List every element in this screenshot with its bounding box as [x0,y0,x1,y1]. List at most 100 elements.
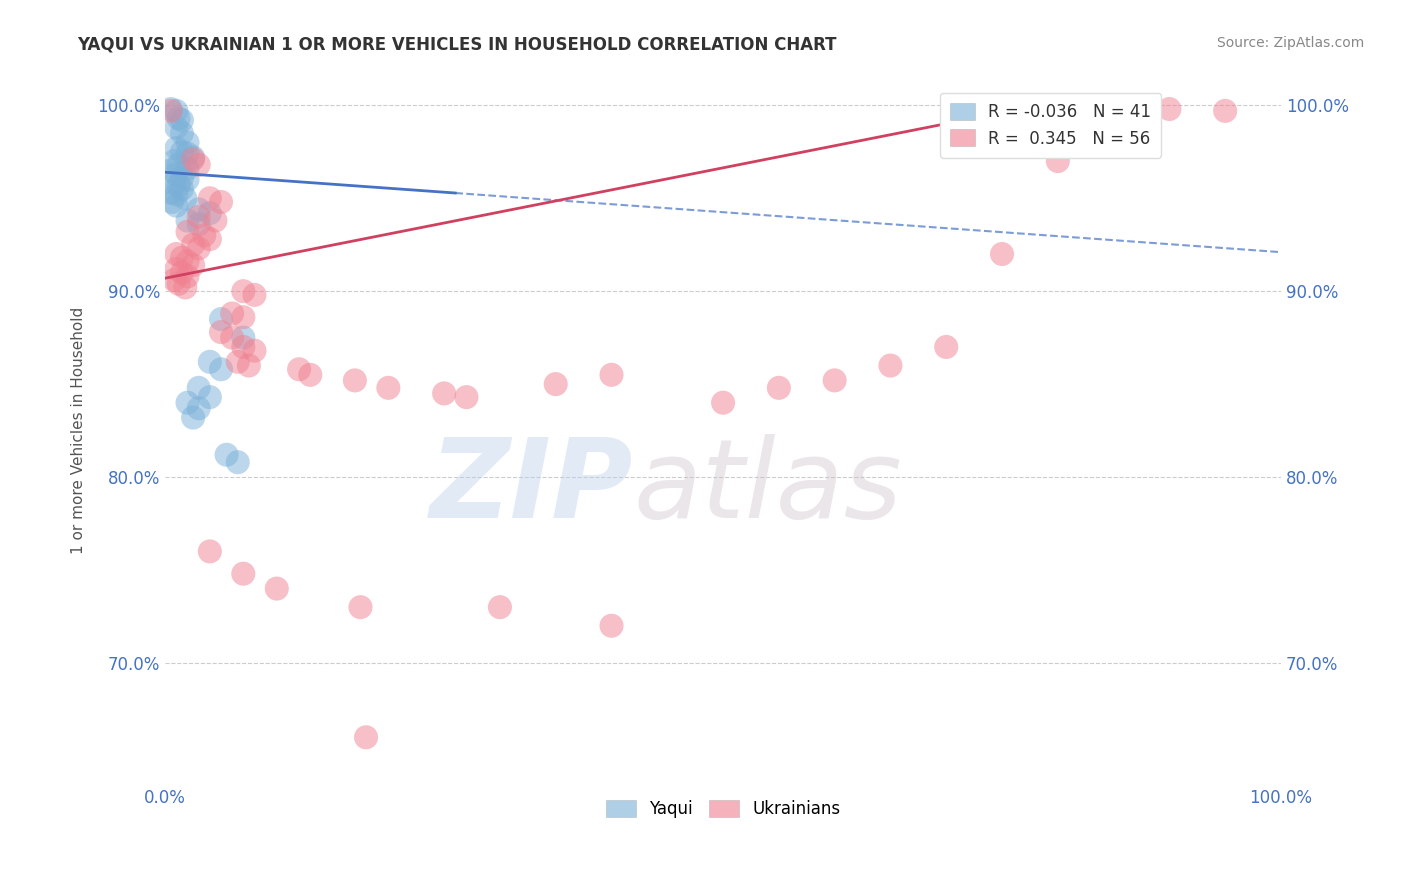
Point [226,355,249,369]
Point [181,258,204,272]
Point [489,600,512,615]
Point [209,194,232,209]
Point [170,251,193,265]
Point [163,273,186,287]
Point [456,390,478,404]
Point [824,373,846,387]
Point [711,395,734,409]
Point [159,186,181,200]
Point [198,206,221,220]
Text: Source: ZipAtlas.com: Source: ZipAtlas.com [1216,36,1364,50]
Point [165,141,187,155]
Point [768,381,790,395]
Point [198,232,221,246]
Point [354,731,377,745]
Point [343,373,366,387]
Point [165,261,187,276]
Point [165,167,187,181]
Point [176,136,198,150]
Legend: Yaqui, Ukrainians: Yaqui, Ukrainians [599,793,848,825]
Point [181,410,204,425]
Point [165,120,187,135]
Point [187,217,209,231]
Point [170,145,193,159]
Point [1159,102,1181,116]
Point [176,269,198,284]
Point [266,582,288,596]
Text: atlas: atlas [634,434,903,541]
Point [433,386,456,401]
Point [176,395,198,409]
Point [163,177,186,191]
Point [176,161,198,176]
Point [159,163,181,178]
Point [198,191,221,205]
Point [176,254,198,268]
Point [174,191,197,205]
Point [935,340,957,354]
Point [187,158,209,172]
Point [170,113,193,128]
Point [181,150,204,164]
Point [879,359,901,373]
Point [181,152,204,166]
Point [167,277,190,291]
Text: YAQUI VS UKRAINIAN 1 OR MORE VEHICLES IN HOUSEHOLD CORRELATION CHART: YAQUI VS UKRAINIAN 1 OR MORE VEHICLES IN… [77,36,837,54]
Point [167,158,190,172]
Point [226,455,249,469]
Point [232,284,254,298]
Point [209,312,232,326]
Point [215,448,238,462]
Point [176,146,198,161]
Point [187,381,209,395]
Point [174,280,197,294]
Point [243,288,266,302]
Point [167,112,190,126]
Point [187,210,209,224]
Point [221,306,243,320]
Point [170,266,193,280]
Point [544,377,567,392]
Point [198,390,221,404]
Point [209,325,232,339]
Point [159,103,181,118]
Point [991,247,1014,261]
Point [160,194,183,209]
Text: ZIP: ZIP [430,434,634,541]
Point [187,202,209,217]
Point [176,172,198,186]
Point [238,359,260,373]
Point [209,362,232,376]
Point [232,566,254,581]
Point [181,237,204,252]
Point [159,102,181,116]
Point [165,187,187,202]
Point [176,213,198,227]
Point [600,619,623,633]
Point [204,213,226,227]
Point [243,343,266,358]
Point [600,368,623,382]
Point [163,154,186,169]
Point [377,381,399,395]
Point [167,178,190,193]
Point [198,355,221,369]
Point [232,340,254,354]
Point [187,401,209,416]
Point [170,126,193,140]
Y-axis label: 1 or more Vehicles in Household: 1 or more Vehicles in Household [72,307,86,554]
Point [299,368,322,382]
Point [193,228,215,243]
Point [165,247,187,261]
Point [170,170,193,185]
Point [165,103,187,118]
Point [170,182,193,196]
Point [232,310,254,325]
Point [165,199,187,213]
Point [187,242,209,256]
Point [1213,103,1236,118]
Point [232,331,254,345]
Point [221,331,243,345]
Point [1046,154,1069,169]
Point [288,362,311,376]
